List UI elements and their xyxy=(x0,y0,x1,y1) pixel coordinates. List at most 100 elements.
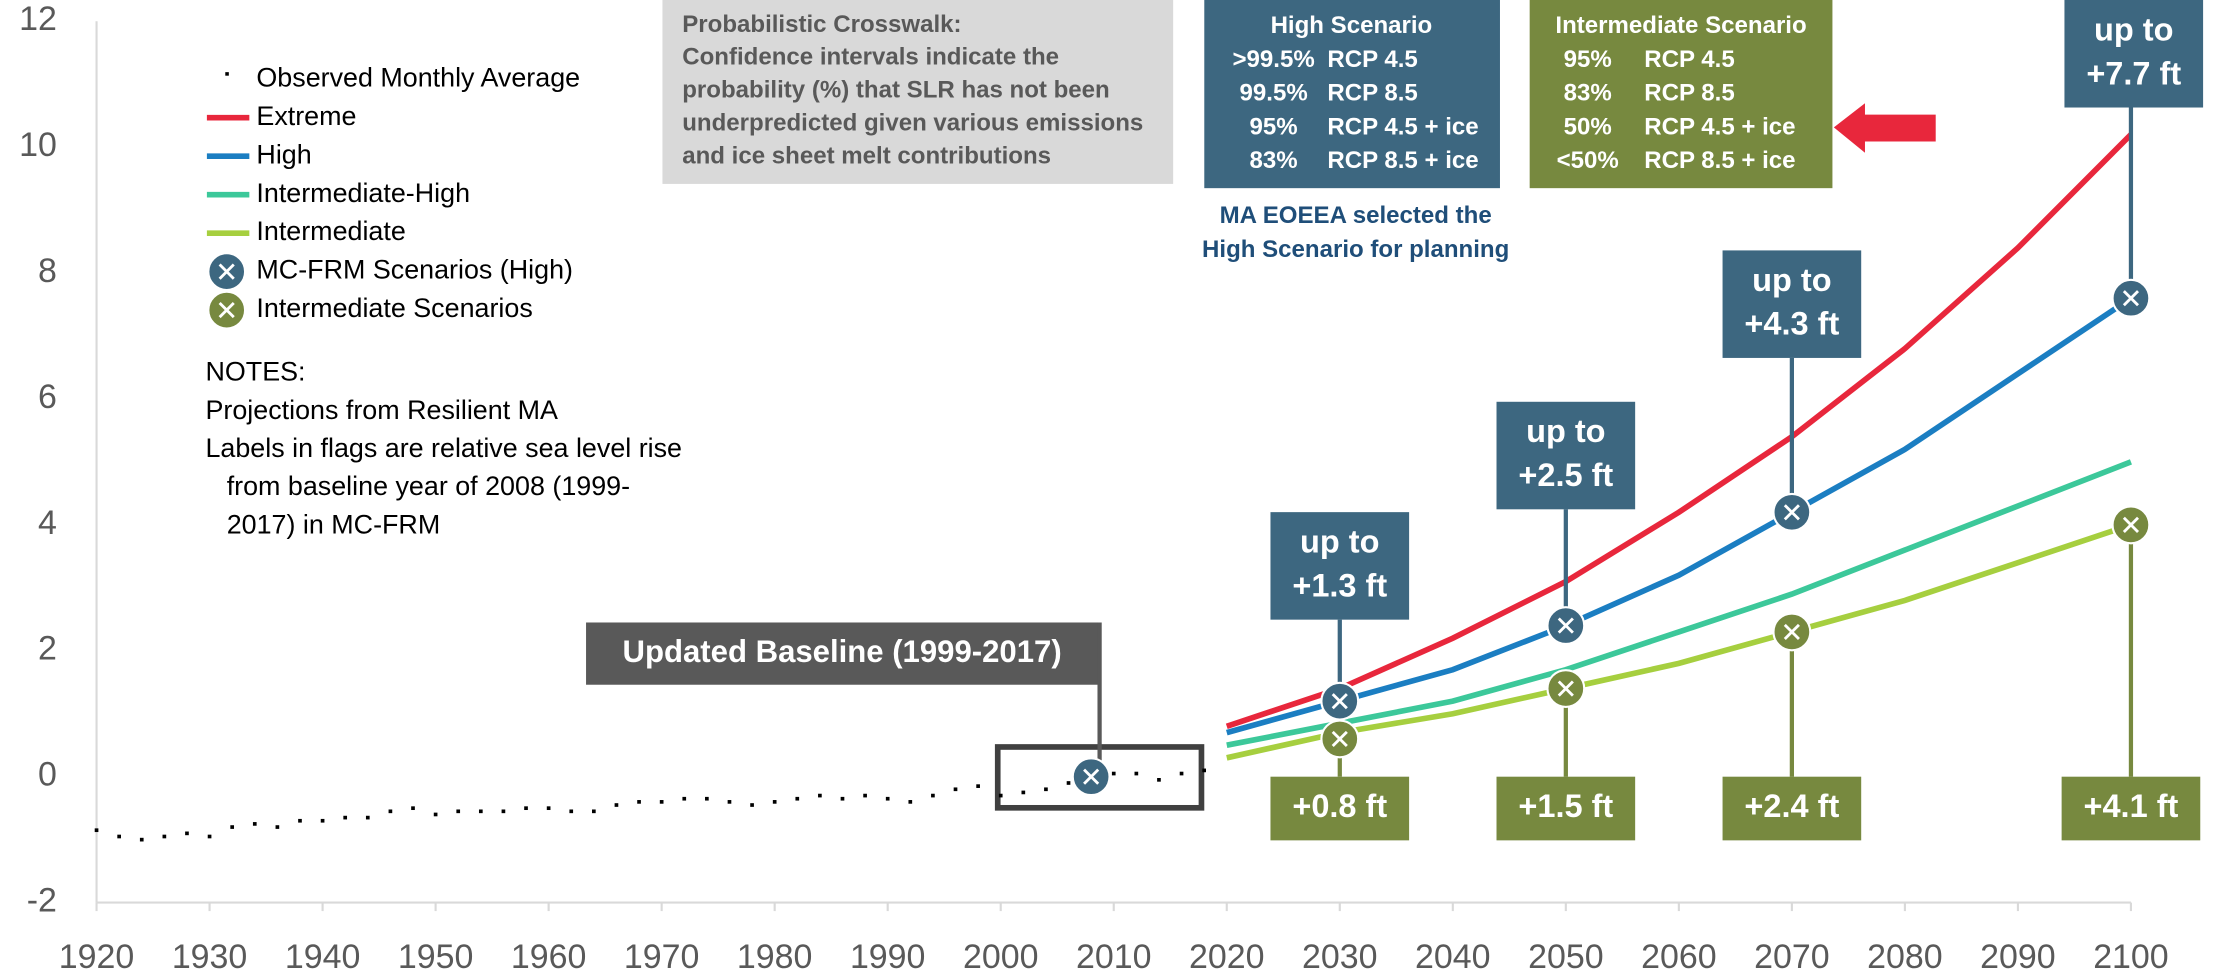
crosswalk-title: Probabilistic Crosswalk: xyxy=(682,11,961,38)
crosswalk-line: and ice sheet melt contributions xyxy=(682,143,1051,170)
observed-dot xyxy=(976,784,980,788)
scenario-rcp: RCP 4.5 + ice xyxy=(1644,113,1795,140)
flag-label: up to xyxy=(2094,11,2173,47)
y-tick-label: 6 xyxy=(38,378,57,416)
flag-label: +4.1 ft xyxy=(2083,788,2178,824)
observed-dot xyxy=(659,800,664,804)
x-tick-label: 2080 xyxy=(1867,938,1943,976)
baseline-label-box xyxy=(586,622,1099,685)
legend-label: Extreme xyxy=(256,101,356,131)
y-tick-label: 4 xyxy=(38,504,57,542)
observed-dot xyxy=(546,806,551,811)
observed-dot xyxy=(818,793,822,798)
observed-dot xyxy=(433,812,438,817)
observed-dot xyxy=(1134,771,1139,776)
high-scenario-box xyxy=(1204,0,1500,189)
series-line xyxy=(1226,459,2132,748)
marker-cross xyxy=(1783,504,1800,521)
selection-note: MA EOEEA selected the xyxy=(1220,202,1492,229)
x-tick-label: 2070 xyxy=(1754,938,1830,976)
marker-cross xyxy=(1331,693,1348,710)
legend-label: High xyxy=(256,139,311,169)
y-tick-label: 10 xyxy=(19,126,57,164)
series-line xyxy=(1225,132,2133,730)
x-tick-label: 1960 xyxy=(511,938,587,976)
scenario-rcp: RCP 4.5 xyxy=(1327,46,1417,73)
marker-cross xyxy=(1083,768,1100,785)
marker-cross xyxy=(1331,730,1348,747)
x-tick-label: 1990 xyxy=(850,938,926,976)
flag-label: up to xyxy=(1752,262,1831,298)
marker-cross xyxy=(2122,290,2140,307)
observed-dot xyxy=(252,822,257,826)
flag-label: +1.5 ft xyxy=(1518,788,1613,824)
observed-dot xyxy=(998,793,1003,798)
legend-label: Intermediate-High xyxy=(256,178,470,208)
x-tick-label: 2000 xyxy=(963,938,1039,976)
flag-label: +2.5 ft xyxy=(1518,457,1613,493)
observed-dot xyxy=(1021,790,1026,795)
series-line xyxy=(1226,522,2132,761)
scenario-probability: 83% xyxy=(1250,147,1298,174)
scenario-probability: 83% xyxy=(1564,80,1612,107)
selection-note: High Scenario for planning xyxy=(1202,236,1509,263)
flag-label: up to xyxy=(1300,524,1379,560)
observed-dot xyxy=(908,800,913,804)
x-tick-label: 1920 xyxy=(59,938,135,976)
observed-dot xyxy=(388,809,393,814)
scenario-probability: 99.5% xyxy=(1240,80,1308,107)
y-tick-label: -2 xyxy=(27,882,57,920)
flag-label: +2.4 ft xyxy=(1744,788,1839,824)
x-tick-label: 2100 xyxy=(2093,938,2169,976)
note-line: 2017) in MC-FRM xyxy=(227,509,441,539)
note-line: from baseline year of 2008 (1999- xyxy=(227,471,630,501)
flag-label: +4.3 ft xyxy=(1744,306,1839,342)
observed-dot xyxy=(1157,778,1161,782)
marker-cross xyxy=(218,263,235,280)
flag xyxy=(1722,250,1862,358)
observed-dot xyxy=(1179,771,1184,776)
observed-dot xyxy=(750,803,754,807)
marker-cross xyxy=(2122,516,2140,533)
observed-dot xyxy=(320,818,325,823)
scenario-rcp: RCP 8.5 + ice xyxy=(1327,147,1478,174)
x-tick-label: 1950 xyxy=(398,938,474,976)
flag xyxy=(1496,776,1636,841)
observed-dot xyxy=(501,809,506,814)
scenario-rcp: RCP 8.5 + ice xyxy=(1644,147,1795,174)
crosswalk-line: Confidence intervals indicate the xyxy=(682,43,1059,70)
scenario-rcp: RCP 4.5 + ice xyxy=(1327,113,1478,140)
flag xyxy=(1722,776,1862,841)
marker-cross xyxy=(1557,617,1574,634)
x-tick-label: 2010 xyxy=(1076,938,1152,976)
observed-dot xyxy=(365,815,370,820)
observed-dot xyxy=(298,818,302,823)
x-tick-label: 2040 xyxy=(1415,938,1491,976)
flag xyxy=(1270,776,1410,841)
scenario-probability: 50% xyxy=(1564,113,1612,140)
flag-label: +1.3 ft xyxy=(1292,567,1387,603)
y-tick-label: 0 xyxy=(38,756,57,794)
observed-dot xyxy=(614,803,619,807)
scenario-probability: 95% xyxy=(1250,113,1298,140)
flag xyxy=(1496,401,1636,510)
x-tick-label: 1930 xyxy=(172,938,248,976)
x-tick-label: 2030 xyxy=(1302,938,1378,976)
observed-dot xyxy=(1202,768,1207,773)
observed-dot xyxy=(1111,771,1116,776)
observed-dot xyxy=(795,796,800,801)
y-tick-label: 2 xyxy=(38,630,57,668)
observed-dot xyxy=(139,837,144,842)
observed-dot xyxy=(569,809,574,814)
x-tick-label: 2060 xyxy=(1641,938,1717,976)
scenario-title: High Scenario xyxy=(1271,12,1433,39)
observed-dot xyxy=(185,831,189,836)
intermediate-scenario-box xyxy=(1529,0,1833,189)
crosswalk-line: underpredicted given various emissions xyxy=(682,110,1143,137)
observed-dot xyxy=(953,787,958,792)
crosswalk-line: probability (%) that SLR has not been xyxy=(682,76,1110,103)
observed-dot xyxy=(94,828,99,833)
flag xyxy=(2061,776,2201,841)
